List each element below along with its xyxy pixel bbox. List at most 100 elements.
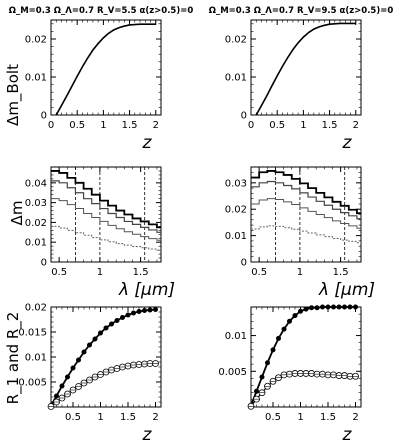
series-line [251,170,361,215]
data-point [136,308,142,314]
data-point [81,349,87,355]
data-point [352,304,358,310]
y-tick-label: 0.01 [25,353,47,364]
data-point [330,304,336,310]
x-tick-label: 0.5 [65,412,81,423]
x-tick-label: 1.5 [320,412,336,423]
series-line [55,23,156,116]
x-tick-label: 2 [353,120,359,131]
data-point [103,325,109,331]
data-point [303,306,309,312]
data-point [98,330,104,336]
y-tick-label: 0.02 [225,35,247,46]
data-point [59,383,65,389]
x-tick-label: 0.5 [51,267,67,278]
data-point [292,313,298,319]
series-line [250,306,356,406]
y-tick-label: 0.01 [225,73,247,84]
data-point [254,388,260,394]
series-2 [51,180,161,233]
chart-panel-c1: 0.5 1 1.5 2 0.005 0.01 0.015 0.02 z R_1 and R_2 [4,303,162,442]
data-point [319,304,325,310]
y-tick-label: 0.02 [25,35,47,46]
series-1 [248,304,358,409]
x-tick-label: 1.5 [333,267,349,278]
series-2 [47,360,159,410]
series-line [51,170,161,229]
data-point [308,305,314,311]
y-tick-label: 0 [241,111,247,122]
x-tick-label: 0.5 [251,267,267,278]
data-point [264,360,270,366]
chart-panel-a2: Ω_M=0.3 Ω_Λ=0.7 R_V=9.5 α(z>0.5)=0 0 0.5 1 1… [209,6,394,153]
y-tick-label: 0.005 [218,367,247,378]
y-tick-label: 0 [41,258,47,269]
x-tick-label: 0.5 [69,120,85,131]
chart-title: Ω_M=0.3 Ω_Λ=0.7 R_V=9.5 α(z>0.5)=0 [209,6,394,16]
data-point [92,336,98,342]
x-tick-label: 0.5 [265,412,281,423]
data-point [120,314,126,320]
series-line [255,22,356,116]
plot-frame [250,306,362,408]
y-tick-label: 0.01 [25,238,47,249]
x-tick-label: 1.5 [122,120,138,131]
series-line [50,362,156,407]
series-1 [55,23,156,116]
data-point [114,317,120,323]
x-tick-label: 1 [297,412,303,423]
x-tick-label: 1.5 [120,412,136,423]
data-point [109,321,115,327]
data-point [281,326,287,332]
x-tick-label: 1 [300,120,306,131]
x-tick-label: 1 [100,120,106,131]
series-1 [48,306,159,408]
data-point [336,304,342,310]
data-point [286,318,292,324]
y-tick-label: 0.02 [25,303,47,314]
x-tick-label: 1 [97,267,103,278]
y-axis-label: Δm_Bolt [4,64,23,126]
x-tick-label: 2 [152,412,158,423]
x-tick-label: 0.5 [269,120,285,131]
data-point [275,335,281,341]
x-axis-label: z [342,425,353,442]
data-point [125,312,131,318]
data-point [259,374,265,380]
y-tick-label: 0.02 [225,205,247,216]
x-tick-label: 1.5 [133,267,149,278]
x-tick-label: 1 [297,267,303,278]
series-line [51,198,161,241]
x-axis-label: z [342,133,353,153]
series-2 [247,370,359,410]
data-point [153,306,159,312]
x-axis-label: z [142,425,153,442]
chart-panel-a1: Ω_M=0.3 Ω_Λ=0.7 R_V=5.5 α(z>0.5)=0 0 0.5 1 1… [4,6,193,153]
series-4 [51,225,161,251]
y-tick-label: 0.01 [25,73,47,84]
data-point [53,393,59,399]
y-axis-label: R_1 and R_2 [4,312,23,405]
y-tick-label: 0.01 [225,231,247,242]
y-tick-label: 0 [41,111,47,122]
data-point [341,304,347,310]
x-axis-label: λ [μm] [118,280,175,300]
series-1 [251,170,361,215]
x-tick-label: 1 [97,412,103,423]
series-line [51,180,161,233]
x-tick-label: 0 [48,120,54,131]
data-point [87,342,93,348]
series-1 [255,22,356,116]
data-point [65,374,71,380]
x-tick-label: 1.5 [322,120,338,131]
y-tick-label: 0.005 [18,378,47,389]
data-point [325,304,331,310]
data-point [270,347,276,353]
series-line [51,225,161,251]
y-tick-label: 0 [241,258,247,269]
data-point [314,305,320,311]
y-tick-label: 0.02 [25,218,47,229]
plot-frame [50,19,162,116]
series-2 [251,180,361,220]
